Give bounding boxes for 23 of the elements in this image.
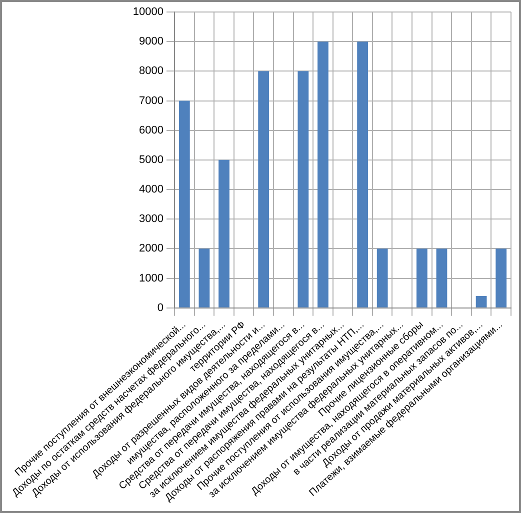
y-tick-label: 6000 bbox=[139, 124, 164, 136]
bar bbox=[298, 71, 309, 308]
bar bbox=[436, 248, 448, 308]
y-tick-label: 8000 bbox=[139, 65, 164, 78]
y-tick-label: 10000 bbox=[132, 6, 164, 18]
bar bbox=[476, 296, 487, 308]
y-tick-label: 0 bbox=[157, 302, 164, 314]
bar bbox=[376, 248, 388, 308]
bar bbox=[218, 160, 230, 308]
y-tick-label: 3000 bbox=[139, 213, 164, 226]
bar bbox=[178, 100, 190, 308]
y-tick-label: 1000 bbox=[139, 272, 164, 284]
bar bbox=[416, 248, 428, 308]
bar bbox=[318, 42, 328, 308]
y-tick-label: 4000 bbox=[139, 184, 164, 196]
y-tick-label: 5000 bbox=[139, 154, 164, 166]
y-tick-label: 2000 bbox=[139, 242, 164, 255]
bar bbox=[496, 248, 507, 308]
bar bbox=[258, 71, 270, 308]
y-tick-label: 7000 bbox=[139, 94, 164, 107]
bar bbox=[198, 248, 210, 308]
y-tick-label: 9000 bbox=[139, 36, 164, 48]
bar bbox=[357, 42, 368, 308]
